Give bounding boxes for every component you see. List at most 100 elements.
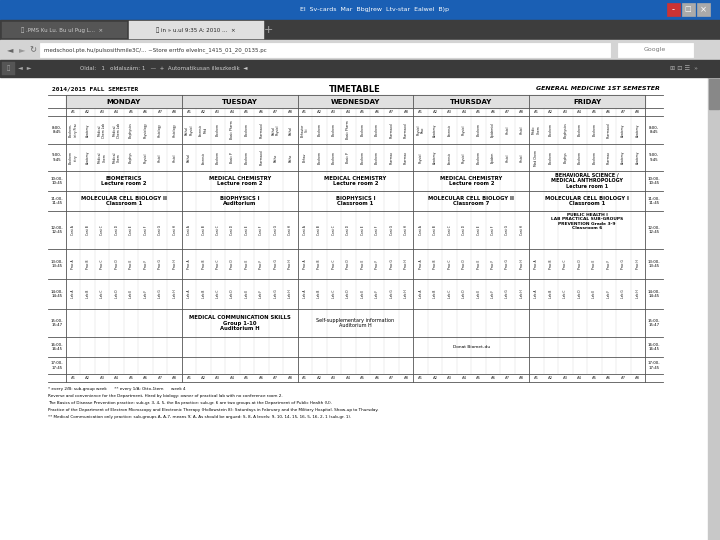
- Text: Biochem: Biochem: [361, 151, 365, 164]
- Text: Histol: Histol: [158, 153, 162, 162]
- Text: ☆ ⬇ 🏠 ☰: ☆ ⬇ 🏠 ☰: [625, 46, 654, 53]
- Text: Cont F: Cont F: [259, 225, 264, 235]
- Text: Medical
Chem: Medical Chem: [98, 152, 107, 163]
- Bar: [708, 77, 720, 540]
- Text: GENERAL MEDICINE 1ST SEMESTER: GENERAL MEDICINE 1ST SEMESTER: [536, 86, 660, 91]
- Text: ** Medical Communication only practice: sub-groups A, A-7, means 9; A, As should: ** Medical Communication only practice: …: [48, 415, 351, 419]
- Text: A6: A6: [259, 376, 264, 380]
- Bar: [129, 21, 264, 39]
- Text: Lab F: Lab F: [607, 290, 611, 298]
- Text: Lab G: Lab G: [274, 289, 278, 298]
- Text: Biochem: Biochem: [245, 124, 249, 137]
- Bar: [48, 95, 663, 382]
- Text: Pharmac: Pharmac: [607, 151, 611, 164]
- Text: A4: A4: [230, 376, 235, 380]
- Text: A5: A5: [129, 376, 134, 380]
- Text: Lab B: Lab B: [433, 290, 437, 298]
- Text: Anatomy: Anatomy: [636, 123, 640, 137]
- Text: Medic
Chem: Medic Chem: [532, 126, 541, 134]
- Text: 13:00-
13:45: 13:00- 13:45: [50, 260, 63, 268]
- Text: MEDICAL CHEMISTRY
Lecture room 2: MEDICAL CHEMISTRY Lecture room 2: [325, 176, 387, 186]
- Bar: [697, 3, 710, 16]
- Text: A2: A2: [433, 376, 438, 380]
- Text: A6: A6: [490, 376, 495, 380]
- Text: Patho: Patho: [289, 153, 292, 161]
- Text: Lab C: Lab C: [332, 290, 336, 298]
- Text: Prac E: Prac E: [593, 259, 596, 269]
- Text: MONDAY: MONDAY: [107, 98, 141, 105]
- Text: A8: A8: [404, 376, 409, 380]
- Text: Biochem: Biochem: [245, 151, 249, 164]
- Text: Lab D: Lab D: [578, 289, 582, 298]
- Text: Prac F: Prac F: [607, 259, 611, 268]
- Text: 16:00-
16:45: 16:00- 16:45: [648, 343, 660, 352]
- Text: Physiol
Prac: Physiol Prac: [416, 125, 425, 135]
- Text: A6: A6: [143, 376, 148, 380]
- Text: Prac A: Prac A: [71, 259, 75, 269]
- Text: Biochem: Biochem: [216, 124, 220, 137]
- Text: A1: A1: [418, 376, 423, 380]
- Text: A3: A3: [563, 110, 568, 114]
- Text: A2: A2: [201, 110, 206, 114]
- Text: Forensic: Forensic: [202, 151, 205, 164]
- Text: Biochem: Biochem: [549, 151, 553, 164]
- Text: A2: A2: [317, 110, 322, 114]
- Text: Prac E: Prac E: [129, 259, 133, 269]
- Text: A5: A5: [360, 376, 365, 380]
- Text: MEDICAL COMMUNICATION SKILLS
Group 1-10
Auditorium H: MEDICAL COMMUNICATION SKILLS Group 1-10 …: [189, 315, 291, 332]
- Text: Prac D: Prac D: [578, 259, 582, 269]
- Text: 9:00-
9:45: 9:00- 9:45: [649, 153, 659, 162]
- Text: Lab G: Lab G: [621, 289, 625, 298]
- Text: Lab C: Lab C: [100, 290, 104, 298]
- Text: A4: A4: [114, 376, 120, 380]
- Text: A4: A4: [346, 376, 351, 380]
- Text: A8: A8: [288, 376, 293, 380]
- Text: 14:00-
14:45: 14:00- 14:45: [648, 289, 660, 298]
- Text: Biochem: Biochem: [593, 124, 596, 137]
- Text: A3: A3: [563, 376, 568, 380]
- Text: A3: A3: [331, 110, 336, 114]
- Text: A6: A6: [606, 110, 611, 114]
- Text: 11:00-
11:45: 11:00- 11:45: [50, 197, 63, 205]
- Text: Pharmacol: Pharmacol: [259, 150, 264, 165]
- Text: A1: A1: [418, 110, 423, 114]
- Text: Anatomy: Anatomy: [433, 123, 437, 137]
- Text: Anatomy: Anatomy: [86, 151, 90, 164]
- Text: Cont D: Cont D: [114, 225, 119, 235]
- Text: Lab D: Lab D: [346, 289, 350, 298]
- Text: A1: A1: [534, 110, 539, 114]
- Text: ⬛: ⬛: [6, 66, 9, 71]
- Text: 2014/2015 FALL SEMESTER: 2014/2015 FALL SEMESTER: [52, 86, 138, 91]
- Text: Lab F: Lab F: [143, 290, 148, 298]
- Text: Histol: Histol: [505, 153, 510, 162]
- Text: Cont F: Cont F: [491, 225, 495, 235]
- Text: A6: A6: [259, 110, 264, 114]
- Text: Basic Pharm: Basic Pharm: [346, 120, 350, 139]
- Bar: [66, 95, 181, 108]
- Text: Biochem: Biochem: [375, 124, 379, 137]
- Text: Pharmacol: Pharmacol: [390, 122, 394, 138]
- Text: Behav: Behav: [303, 153, 307, 162]
- Text: Cont F: Cont F: [375, 225, 379, 235]
- Text: Epidem: Epidem: [491, 152, 495, 163]
- Text: Physiol: Physiol: [143, 152, 148, 163]
- Text: Basic P: Basic P: [346, 152, 350, 163]
- Text: Pharmacol: Pharmacol: [607, 122, 611, 138]
- Text: BIOMETRICS
Lecture room 2: BIOMETRICS Lecture room 2: [101, 176, 147, 186]
- Text: A1: A1: [71, 110, 76, 114]
- Text: A2: A2: [85, 376, 90, 380]
- Text: Cont B: Cont B: [86, 225, 90, 235]
- Text: Prac E: Prac E: [477, 259, 480, 269]
- Text: 8:00-
8:45: 8:00- 8:45: [649, 126, 659, 134]
- Text: 8:00-
8:45: 8:00- 8:45: [52, 126, 62, 134]
- Text: A8: A8: [404, 110, 409, 114]
- Text: Histology: Histology: [173, 123, 176, 137]
- Text: Biochem: Biochem: [318, 151, 321, 164]
- Bar: [413, 95, 529, 108]
- Text: Lab B: Lab B: [318, 290, 321, 298]
- Text: Prac C: Prac C: [100, 259, 104, 269]
- Bar: [181, 95, 297, 108]
- Text: Prac F: Prac F: [375, 259, 379, 268]
- Text: Biochem: Biochem: [477, 124, 480, 137]
- Text: Prac H: Prac H: [520, 259, 524, 269]
